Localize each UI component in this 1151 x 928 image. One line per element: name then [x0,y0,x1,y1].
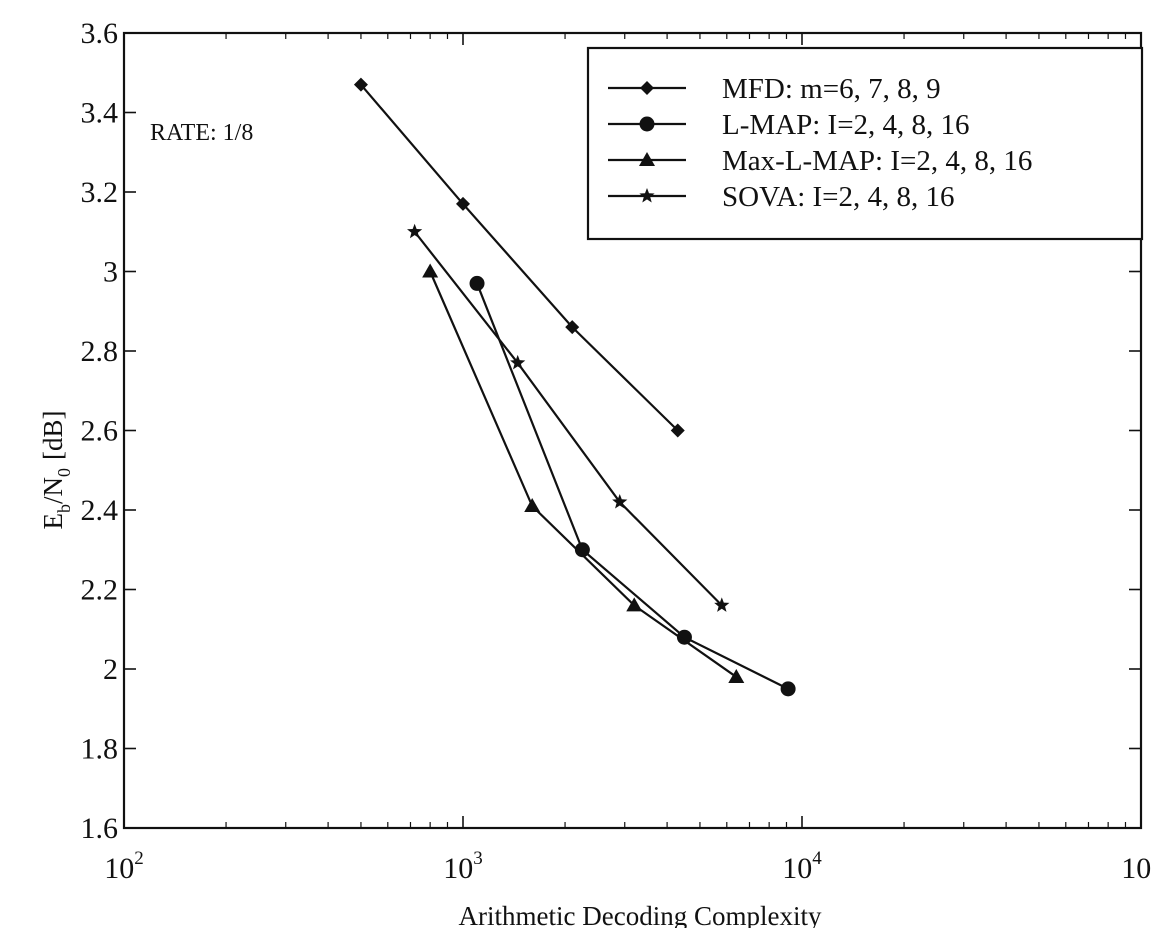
y-tick-label: 3 [103,256,118,289]
star-marker [407,223,423,239]
x-tick-label: 103 [443,848,483,885]
series-line [413,231,723,607]
diamond-marker [456,196,470,211]
y-tick-label: 1.6 [81,812,119,845]
y-tick-label: 2.8 [81,335,119,368]
series-line [476,283,789,690]
legend-entry: L-MAP: I=2, 4, 8, 16 [608,109,970,141]
circle-marker [639,116,655,132]
series-circle [469,275,796,697]
legend: MFD: m=6, 7, 8, 9 L-MAP: I=2, 4, 8, 16 Max… [586,46,1144,241]
y-tick-label: 2.6 [81,415,119,448]
diamond-marker [640,81,654,95]
y-tick-label: 2 [103,653,118,686]
series-line [429,271,737,678]
series-lines [353,77,796,697]
y-tick-label: 3.2 [81,176,119,209]
series-diamond [353,77,685,438]
y-tick-label: 2.4 [81,494,119,527]
y-tick-label: 1.8 [81,733,119,766]
legend-label: MFD: m=6, 7, 8, 9 [722,73,941,105]
svg-text:Eb/N0[dB]: Eb/N0[dB] [38,411,74,530]
legend-entry: MFD: m=6, 7, 8, 9 [608,73,941,105]
diamond-marker [353,77,368,92]
legend-entry: Max-L-MAP: I=2, 4, 8, 16 [608,145,1032,177]
y-axis-title: Eb/N0[dB] [38,411,74,530]
legend-label: L-MAP: I=2, 4, 8, 16 [722,109,970,141]
circle-marker [676,629,692,645]
circle-marker [469,275,485,291]
y-tick-label: 2.2 [81,574,119,607]
x-tick-label: 102 [104,848,144,885]
triangle-marker [639,152,655,166]
legend-entry: SOVA: I=2, 4, 8, 16 [608,181,955,213]
x-tick-labels: 102 103 104 105 [104,848,1151,885]
x-tick-label: 105 [1121,848,1151,885]
series-line [360,83,679,432]
triangle-marker [728,668,745,683]
y-tick-labels: 1.6 1.8 2 2.2 2.4 2.6 2.8 3 3.2 3.4 3.6 [81,17,119,845]
triangle-marker [626,597,643,612]
triangle-marker [524,498,541,513]
triangle-marker [422,263,439,278]
y-tick-label: 3.4 [81,97,119,130]
y-tick-label: 3.6 [81,17,119,50]
legend-label: Max-L-MAP: I=2, 4, 8, 16 [722,145,1032,177]
star-marker [510,354,526,370]
x-axis-title: Arithmetic Decoding Complexity [459,901,822,928]
x-tick-label: 104 [782,848,822,885]
diamond-marker [670,423,685,438]
star-marker [639,188,655,203]
series-triangle [422,263,745,683]
rate-annotation: RATE: 1/8 [150,120,253,146]
diamond-marker [565,320,580,335]
legend-box [586,46,1144,241]
star-marker [612,494,628,509]
circle-marker [574,542,590,558]
series-star [407,223,730,612]
star-marker [714,597,730,612]
legend-label: SOVA: I=2, 4, 8, 16 [722,181,955,213]
circle-marker [780,681,796,697]
